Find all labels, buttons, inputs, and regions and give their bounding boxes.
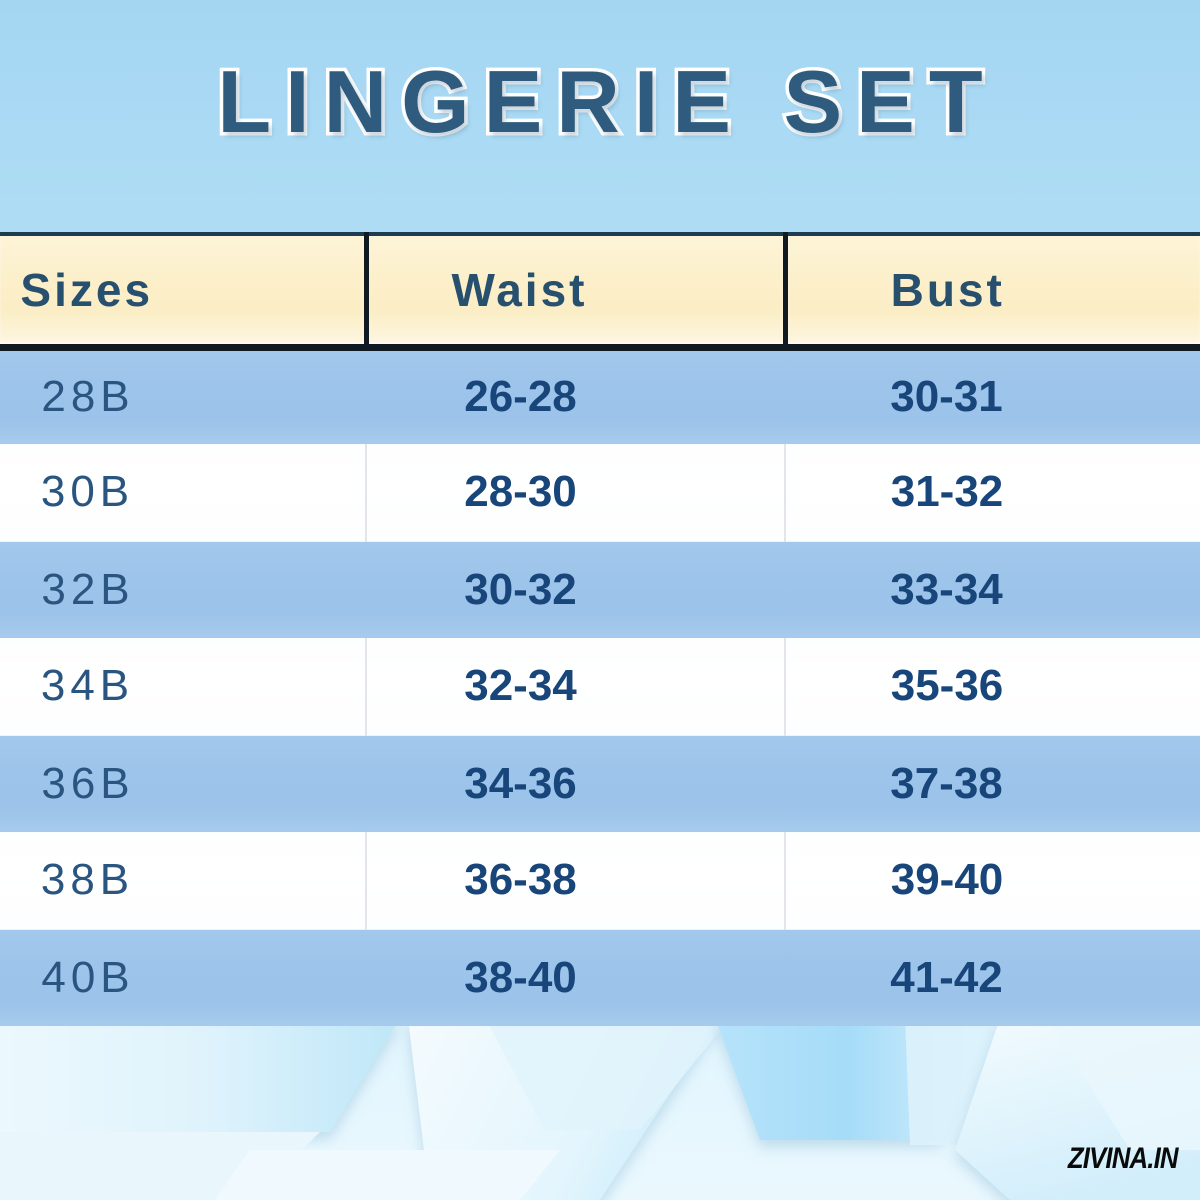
cell-bust: 31-32 xyxy=(785,444,1200,542)
cell-size: 34B xyxy=(0,638,367,736)
cell-bust: 39-40 xyxy=(785,832,1200,930)
table-body: 28B 26-28 30-31 30B 28-30 31-32 32B 30-3… xyxy=(0,347,1200,1026)
cell-waist: 36-38 xyxy=(366,832,786,930)
table-row: 30B 28-30 31-32 xyxy=(0,444,1200,542)
decorative-geometric-shapes xyxy=(0,1000,1200,1200)
table-row: 38B 36-38 39-40 xyxy=(0,832,1200,930)
cell-size: 38B xyxy=(0,832,367,930)
table-row: 32B 30-32 33-34 xyxy=(0,541,1200,638)
table-row: 36B 34-36 37-38 xyxy=(0,735,1200,832)
cell-waist: 26-28 xyxy=(366,347,785,444)
cell-size: 40B xyxy=(0,929,366,1026)
geometric-pattern-svg xyxy=(0,1000,1200,1200)
cell-bust: 37-38 xyxy=(785,735,1200,832)
table-row: 28B 26-28 30-31 xyxy=(0,347,1200,444)
table-row: 40B 38-40 41-42 xyxy=(0,929,1200,1026)
cell-bust: 30-31 xyxy=(785,347,1200,444)
size-chart-table: Sizes Waist Bust 28B 26-28 30-31 30B 28-… xyxy=(0,232,1200,1026)
cell-waist: 32-34 xyxy=(366,638,786,736)
column-header-bust: Bust xyxy=(785,232,1200,351)
cell-waist: 38-40 xyxy=(366,929,785,1026)
cell-size: 30B xyxy=(0,444,367,542)
cell-waist: 30-32 xyxy=(366,541,785,638)
cell-size: 28B xyxy=(0,347,366,444)
cell-waist: 28-30 xyxy=(366,444,786,542)
table-row: 34B 32-34 35-36 xyxy=(0,638,1200,736)
cell-bust: 33-34 xyxy=(785,541,1200,638)
column-header-sizes: Sizes xyxy=(0,232,369,351)
table-header: Sizes Waist Bust xyxy=(0,232,1200,351)
table-header-row: Sizes Waist Bust xyxy=(0,232,1200,351)
brand-watermark: ZIVINA.IN xyxy=(1068,1142,1179,1175)
cell-size: 36B xyxy=(0,735,366,832)
column-header-waist: Waist xyxy=(366,232,788,351)
cell-waist: 34-36 xyxy=(366,735,785,832)
title-band: LINGERIE SET xyxy=(0,0,1200,232)
page-title: LINGERIE SET xyxy=(214,52,997,151)
cell-size: 32B xyxy=(0,541,366,638)
cell-bust: 41-42 xyxy=(785,929,1200,1026)
cell-bust: 35-36 xyxy=(785,638,1200,736)
